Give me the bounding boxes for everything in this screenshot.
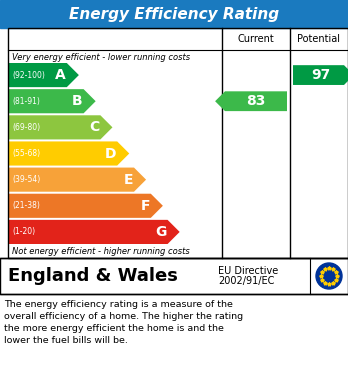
Text: 97: 97 <box>311 68 330 82</box>
Text: Potential: Potential <box>298 34 340 44</box>
Text: A: A <box>55 68 66 82</box>
Polygon shape <box>8 220 180 244</box>
Text: B: B <box>72 94 82 108</box>
Text: D: D <box>105 147 116 160</box>
Bar <box>8 28 348 258</box>
Text: England & Wales: England & Wales <box>8 267 178 285</box>
Polygon shape <box>8 168 146 192</box>
Text: (92-100): (92-100) <box>12 70 45 80</box>
Text: (69-80): (69-80) <box>12 123 40 132</box>
Text: F: F <box>140 199 150 213</box>
Text: lower the fuel bills will be.: lower the fuel bills will be. <box>4 336 128 345</box>
Text: Not energy efficient - higher running costs: Not energy efficient - higher running co… <box>12 246 190 255</box>
Text: overall efficiency of a home. The higher the rating: overall efficiency of a home. The higher… <box>4 312 243 321</box>
Circle shape <box>316 263 342 289</box>
Bar <box>0 258 348 294</box>
Text: EU Directive: EU Directive <box>218 266 278 276</box>
Polygon shape <box>8 142 129 165</box>
Text: Very energy efficient - lower running costs: Very energy efficient - lower running co… <box>12 54 190 63</box>
Text: The energy efficiency rating is a measure of the: The energy efficiency rating is a measur… <box>4 300 233 309</box>
Text: (39-54): (39-54) <box>12 175 40 184</box>
Text: E: E <box>124 173 133 187</box>
Text: the more energy efficient the home is and the: the more energy efficient the home is an… <box>4 324 224 333</box>
Polygon shape <box>8 115 112 140</box>
Text: (21-38): (21-38) <box>12 201 40 210</box>
Text: 2002/91/EC: 2002/91/EC <box>218 276 274 286</box>
Text: Energy Efficiency Rating: Energy Efficiency Rating <box>69 7 279 22</box>
Polygon shape <box>8 194 163 218</box>
Text: 83: 83 <box>246 94 266 108</box>
Text: Current: Current <box>238 34 274 44</box>
Text: (1-20): (1-20) <box>12 228 35 237</box>
Polygon shape <box>8 89 96 113</box>
Polygon shape <box>8 63 79 87</box>
Bar <box>0 0 348 28</box>
Text: G: G <box>155 225 167 239</box>
Text: C: C <box>89 120 100 135</box>
Polygon shape <box>293 65 348 85</box>
Text: (55-68): (55-68) <box>12 149 40 158</box>
Text: (81-91): (81-91) <box>12 97 40 106</box>
Polygon shape <box>215 91 287 111</box>
